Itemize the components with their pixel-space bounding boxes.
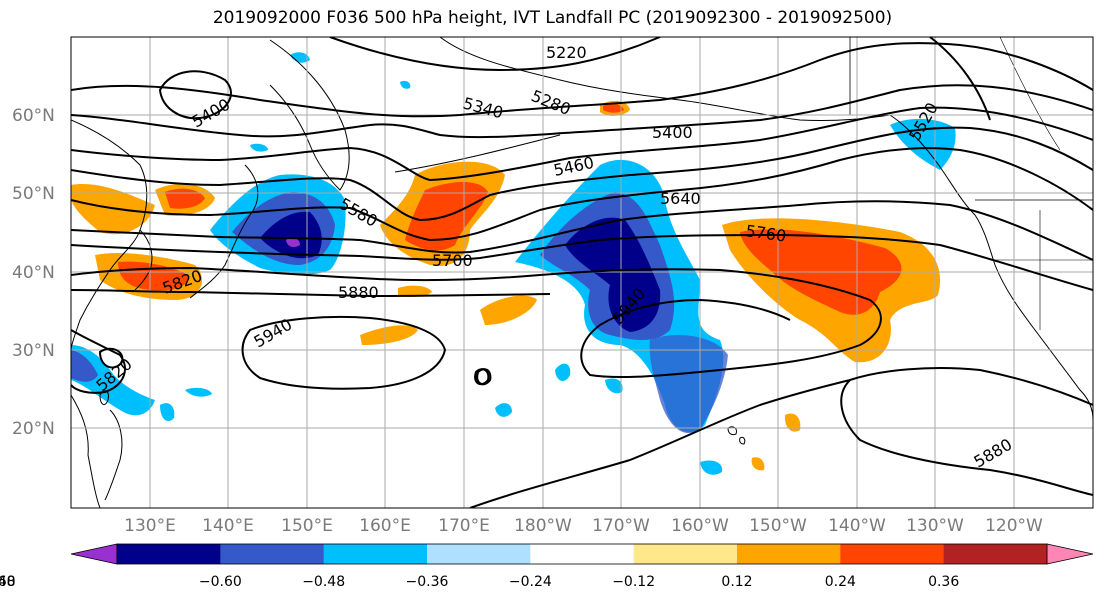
figure-title: 2019092000 F036 500 hPa height, IVT Land… <box>212 8 893 28</box>
colorbar-segment <box>530 544 635 564</box>
lon-tick-label: 120°W <box>985 516 1043 536</box>
colorbar-segment <box>220 544 325 564</box>
coastlines <box>71 37 1093 508</box>
colorbar-tick-label: −0.12 <box>612 574 655 590</box>
lon-tick-label: 160°E <box>359 516 411 536</box>
lat-tick-label: 50°N <box>12 184 55 204</box>
lon-tick-label: 140°E <box>202 516 254 536</box>
height-contours <box>71 37 1093 508</box>
lon-tick-label: 150°E <box>281 516 333 536</box>
colorbar-tick-label: −0.36 <box>406 574 449 590</box>
colorbar <box>70 543 1094 565</box>
lat-tick-label: 30°N <box>12 341 55 361</box>
contour-label: 5400 <box>652 123 693 142</box>
lon-tick-labels: 130°E 140°E 150°E 160°E 170°E 180°W 170°… <box>124 516 1043 536</box>
lon-tick-label: 150°W <box>749 516 807 536</box>
colorbar-tick-label: 0.24 <box>825 574 856 590</box>
colorbar-segment <box>427 544 531 564</box>
colorbar-tick-label: −0.24 <box>509 574 552 590</box>
colorbar-tick-label: 0.48 <box>0 574 16 590</box>
contour-label: 5700 <box>432 251 473 270</box>
colorbar-segment <box>633 544 738 564</box>
colorbar-segment <box>943 544 1048 564</box>
lat-tick-label: 20°N <box>12 419 55 439</box>
lon-tick-label: 130°W <box>906 516 964 536</box>
colorbar-tick-labels: −0.60 −0.48 −0.36 −0.24 −0.12 0.12 0.24 0.36 0.4… <box>0 574 959 590</box>
colorbar-border <box>116 543 1048 565</box>
lon-tick-label: 170°W <box>592 516 650 536</box>
colorbar-segment <box>737 544 841 564</box>
lat-tick-label: 60°N <box>12 106 55 126</box>
colorbar-tick-label: 0.36 <box>928 574 959 590</box>
colorbar-tick-label: 0.60 <box>0 574 16 590</box>
lon-tick-label: 170°E <box>438 516 490 536</box>
colorbar-extend-right <box>1046 543 1094 565</box>
lon-tick-label: 160°W <box>671 516 729 536</box>
map-frame <box>70 36 1094 509</box>
colorbar-segment <box>117 544 221 564</box>
colorbar-segment <box>840 544 945 564</box>
colorbar-extend-left <box>70 543 118 565</box>
contour-label: 5880 <box>338 283 379 302</box>
colorbar-tick-label: −0.48 <box>302 574 345 590</box>
contour-label: 5640 <box>660 189 701 208</box>
colorbar-tick-label: 0.12 <box>721 574 752 590</box>
colorbar-segment <box>323 544 428 564</box>
lat-tick-label: 40°N <box>12 263 55 283</box>
ivt-negative-shading <box>71 52 956 475</box>
lon-tick-label: 180°W <box>514 516 572 536</box>
lat-tick-labels: 20°N 30°N 40°N 50°N 60°N <box>12 106 55 439</box>
contour-label: 5220 <box>546 43 587 62</box>
lon-tick-label: 140°W <box>828 516 886 536</box>
colorbar-tick-label: −0.60 <box>199 574 242 590</box>
lon-tick-label: 130°E <box>124 516 176 536</box>
